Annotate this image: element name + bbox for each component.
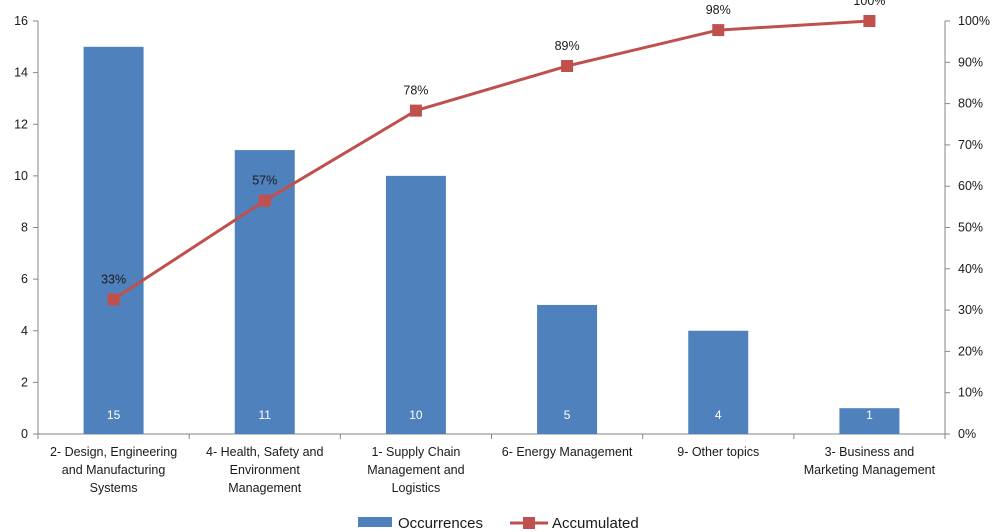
accumulated-point <box>258 194 271 207</box>
accumulated-point <box>712 24 725 37</box>
bar-data-label: 11 <box>259 408 272 422</box>
y-left-tick-label: 14 <box>14 66 28 80</box>
x-category-label: 9- Other topics <box>677 445 759 459</box>
accumulated-data-label: 98% <box>706 3 731 17</box>
x-category-label: 4- Health, Safety and Environment Manageme… <box>206 445 323 495</box>
y-left-tick-label: 10 <box>14 169 28 183</box>
bar-data-label: 1 <box>866 408 873 422</box>
bar-data-label: 4 <box>715 408 722 422</box>
y-right-tick-label: 40% <box>958 262 983 276</box>
y-right-tick-label: 30% <box>958 303 983 317</box>
accumulated-point <box>409 104 422 117</box>
axes: 02468101214160%10%20%30%40%50%60%70%80%9… <box>14 14 990 495</box>
y-right-tick-label: 100% <box>958 14 990 28</box>
legend-label-occurrences: Occurrences <box>398 515 483 532</box>
bar <box>688 330 749 434</box>
legend-marker-accumulated <box>523 517 535 529</box>
x-category-label: 6- Energy Management <box>502 445 633 459</box>
y-right-tick-label: 60% <box>958 179 983 193</box>
x-category-label: 1- Supply Chain Management and Logistics <box>367 445 464 495</box>
bar <box>537 304 598 434</box>
y-left-tick-label: 0 <box>21 427 28 441</box>
accumulated-line <box>112 19 870 301</box>
bar <box>839 408 900 434</box>
labels-layer: 15 11 10 5 4 1 33% 57% 78% 89% 98% 100% <box>101 0 885 422</box>
y-left-tick-label: 6 <box>21 272 28 286</box>
bar <box>234 150 295 434</box>
bar <box>385 175 446 434</box>
y-left-tick-label: 2 <box>21 375 28 389</box>
y-left-tick-label: 4 <box>21 324 28 338</box>
accumulated-data-label: 33% <box>101 272 126 286</box>
legend-label-accumulated: Accumulated <box>552 515 639 532</box>
accumulated-data-label: 78% <box>403 84 428 98</box>
x-category-label: 2- Design, Engineering and Manufacturing S… <box>50 445 177 495</box>
accumulated-data-label: 100% <box>853 0 885 8</box>
y-right-tick-label: 70% <box>958 138 983 152</box>
y-left-tick-label: 12 <box>14 117 28 131</box>
y-right-tick-label: 50% <box>958 221 983 235</box>
y-right-tick-label: 0% <box>958 427 976 441</box>
y-right-tick-label: 10% <box>958 386 983 400</box>
bars-layer <box>83 46 900 434</box>
bar <box>83 46 144 434</box>
x-category-label: 3- Business and Marketing Management <box>804 445 936 477</box>
accumulated-data-label: 57% <box>252 174 277 188</box>
bar-data-label: 10 <box>409 408 423 422</box>
y-right-tick-label: 20% <box>958 344 983 358</box>
legend-swatch-occurrences <box>358 517 392 527</box>
accumulated-point <box>561 60 574 73</box>
accumulated-data-label: 89% <box>555 39 580 53</box>
y-left-tick-label: 16 <box>14 14 28 28</box>
accumulated-point <box>863 15 876 27</box>
legend: Occurrences Accumulated <box>358 515 639 532</box>
accumulated-line-layer <box>107 15 876 306</box>
y-right-tick-label: 90% <box>958 55 983 69</box>
y-right-tick-label: 80% <box>958 97 983 111</box>
accumulated-point <box>107 293 120 306</box>
bar-data-label: 15 <box>107 408 121 422</box>
bar-data-label: 5 <box>564 408 571 422</box>
y-left-tick-label: 8 <box>21 221 28 235</box>
